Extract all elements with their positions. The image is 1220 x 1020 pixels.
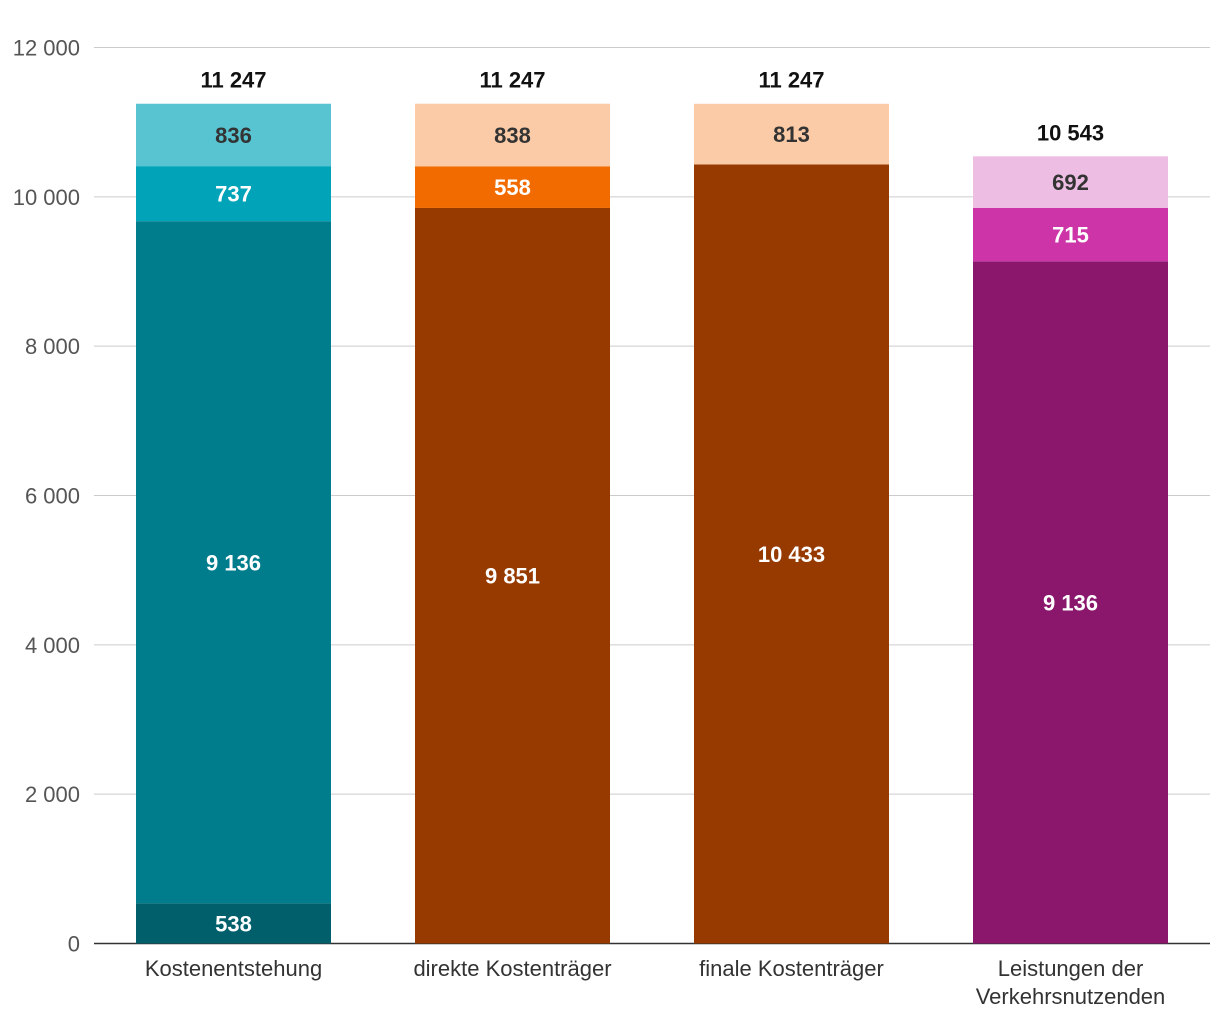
segment-value-label: 10 433 — [758, 542, 825, 567]
x-category-label: finale Kostenträger — [699, 956, 884, 981]
y-tick-label: 8 000 — [25, 334, 80, 359]
y-tick-label: 10 000 — [13, 185, 80, 210]
bar-total-label: 11 247 — [479, 68, 545, 93]
segment-value-label: 715 — [1052, 223, 1089, 248]
bar-segment — [973, 261, 1168, 944]
y-tick-label: 0 — [68, 932, 80, 957]
segment-value-label: 9 136 — [1043, 590, 1098, 615]
segment-value-label: 9 851 — [485, 564, 540, 589]
bar-segment — [136, 903, 331, 944]
bar-segment — [694, 103, 889, 165]
x-category-label: direkte Kostenträger — [413, 956, 611, 981]
bar-segment — [415, 166, 610, 208]
bar-segment — [415, 103, 610, 167]
x-category-label: Verkehrsnutzenden — [976, 984, 1166, 1009]
y-tick-label: 4 000 — [25, 633, 80, 658]
bar-segment — [415, 207, 610, 944]
segment-value-label: 737 — [215, 182, 252, 207]
bar-segment — [694, 164, 889, 944]
bar-segment — [973, 207, 1168, 262]
bar-segment — [136, 166, 331, 222]
x-category-label: Kostenentstehung — [145, 956, 322, 981]
x-category-label: Leistungen der — [998, 956, 1144, 981]
segment-value-label: 9 136 — [206, 550, 261, 575]
bar-segment — [136, 103, 331, 167]
bar-total-label: 11 247 — [200, 68, 266, 93]
segment-value-label: 692 — [1052, 170, 1089, 195]
segment-value-label: 836 — [215, 123, 252, 148]
y-tick-label: 6 000 — [25, 484, 80, 509]
bar-segment — [136, 221, 331, 904]
segment-value-label: 813 — [773, 122, 810, 147]
labels: 0 2 000 4 000 6 000 8 000 10 000 12 000 538 9 13… — [13, 36, 1166, 1010]
bars — [136, 103, 1168, 944]
y-tick-label: 2 000 — [25, 782, 80, 807]
bar-total-label: 11 247 — [758, 68, 824, 93]
segment-value-label: 538 — [215, 911, 252, 936]
bar-total-label: 10 543 — [1037, 120, 1104, 145]
y-tick-label: 12 000 — [13, 36, 80, 61]
bar-segment — [973, 156, 1168, 208]
segment-value-label: 838 — [494, 123, 531, 148]
segment-value-label: 558 — [494, 175, 531, 200]
